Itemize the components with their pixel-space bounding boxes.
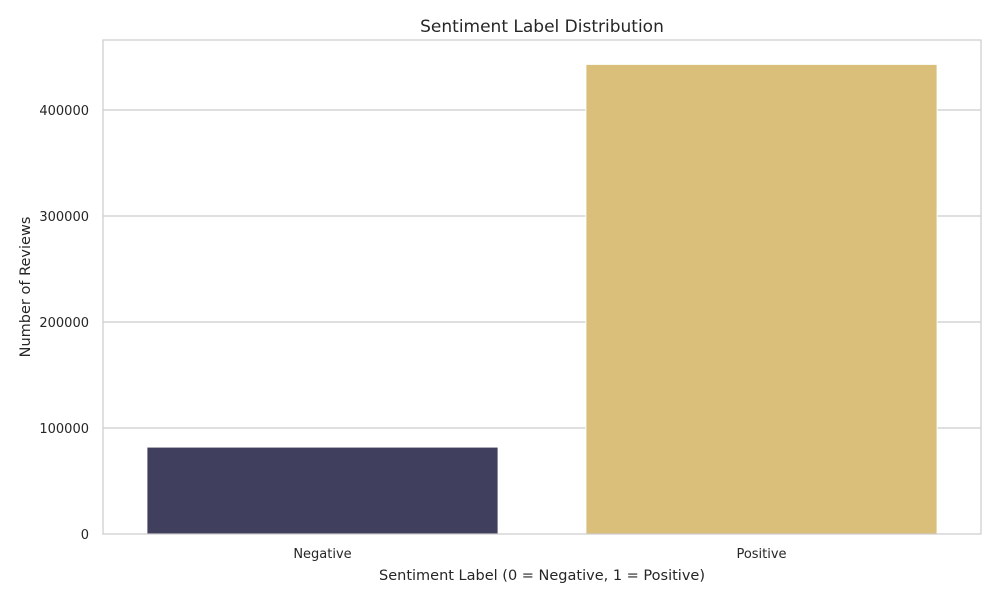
x-tick-label: Negative [293, 547, 351, 562]
x-tick-label: Positive [736, 547, 786, 562]
y-tick-label: 200000 [39, 316, 89, 331]
y-tick-label: 0 [81, 528, 89, 543]
y-tick-label: 100000 [39, 422, 89, 437]
x-axis-label: Sentiment Label (0 = Negative, 1 = Posit… [379, 568, 705, 584]
plot-frame [102, 39, 982, 535]
chart-title: Sentiment Label Distribution [420, 17, 664, 37]
y-tick-label: 400000 [39, 104, 89, 119]
bar-positive [585, 63, 938, 535]
bar-negative [146, 446, 499, 535]
x-axis-ticks: Negative Positive [293, 547, 786, 562]
y-axis-label: Number of Reviews [18, 217, 34, 358]
y-axis-ticks: 0 100000 200000 300000 400000 [39, 104, 89, 543]
bars [146, 63, 938, 535]
y-tick-label: 300000 [39, 210, 89, 225]
